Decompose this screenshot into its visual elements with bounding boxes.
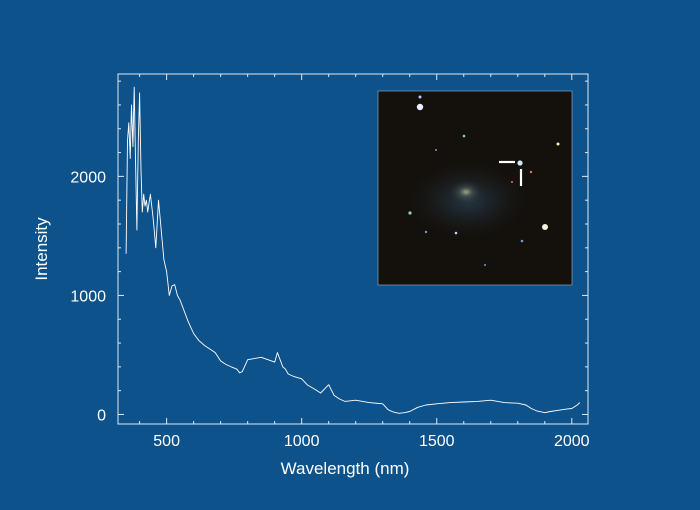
y-axis-label: Intensity — [32, 217, 51, 281]
star — [484, 264, 486, 266]
x-tick-label: 500 — [153, 433, 180, 450]
x-tick-label: 1500 — [419, 433, 455, 450]
x-tick-label: 1000 — [284, 433, 320, 450]
spectrum-line — [125, 86, 581, 414]
star — [556, 142, 560, 146]
x-tick-label: 2000 — [554, 433, 590, 450]
star — [511, 181, 513, 183]
star — [435, 149, 437, 151]
star — [408, 211, 412, 215]
galaxy-core — [446, 178, 486, 206]
y-tick-label: 2000 — [70, 169, 106, 186]
star — [529, 170, 533, 174]
star — [542, 224, 548, 230]
galaxy-inset-image — [377, 90, 573, 286]
supernova-target — [517, 160, 523, 166]
star — [520, 239, 524, 243]
x-axis-label: Wavelength (nm) — [281, 459, 410, 478]
y-axis-ticks: 0 1000 2000 — [70, 80, 588, 424]
x-axis-ticks: 500 1000 1500 2000 — [139, 74, 590, 450]
star — [462, 134, 466, 138]
star — [416, 103, 424, 111]
star — [454, 231, 458, 235]
star — [418, 95, 422, 99]
plot-frame — [117, 73, 589, 425]
star — [424, 230, 428, 234]
y-tick-label: 1000 — [70, 288, 106, 305]
y-tick-label: 0 — [97, 407, 106, 424]
